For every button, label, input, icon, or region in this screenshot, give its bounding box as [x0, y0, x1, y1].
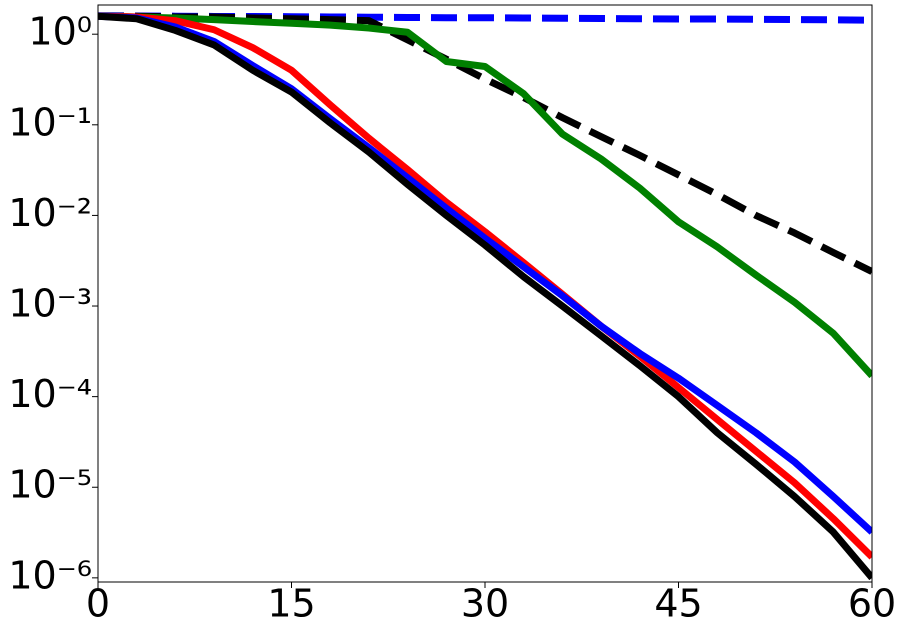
x-tick-label: 60 — [848, 582, 896, 626]
x-tick-label: 15 — [267, 582, 315, 626]
y-tick-label: 10⁻⁴ — [8, 372, 92, 416]
y-tick-label: 10⁻⁶ — [8, 553, 92, 597]
y-tick-label: 10⁻² — [8, 191, 92, 235]
data-line — [98, 12, 872, 581]
y-tick-label: 10⁻⁵ — [8, 463, 92, 507]
x-tick-label: 0 — [86, 582, 110, 626]
x-tick-label: 30 — [461, 582, 509, 626]
plot-area — [98, 12, 872, 581]
y-tick-label: 10⁰ — [28, 10, 92, 54]
y-tick-label: 10⁻³ — [8, 282, 92, 326]
y-tick-label: 10⁻¹ — [8, 100, 92, 144]
x-tick-label: 45 — [654, 582, 702, 626]
data-line — [98, 12, 872, 560]
data-line — [98, 12, 872, 379]
axes-frame — [97, 4, 873, 583]
